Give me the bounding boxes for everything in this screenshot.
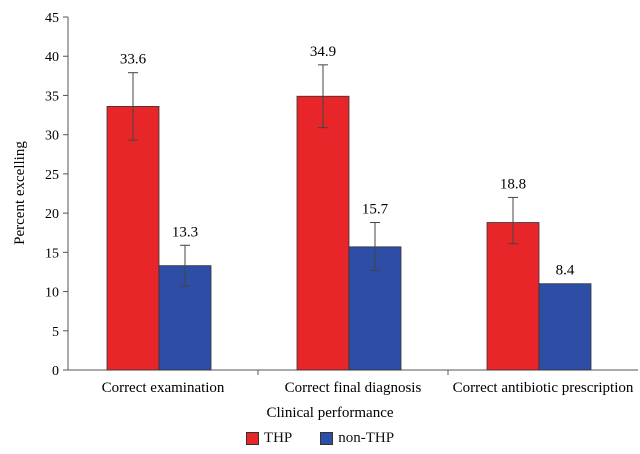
bar-thp bbox=[106, 106, 160, 371]
legend-swatch-non-thp bbox=[320, 431, 334, 445]
y-tick-label: 25 bbox=[45, 168, 59, 183]
y-tick-label: 15 bbox=[45, 246, 59, 261]
legend-item-thp: THP bbox=[245, 429, 293, 447]
data-label: 8.4 bbox=[556, 263, 575, 279]
y-tick-label: 10 bbox=[45, 286, 59, 301]
x-category-label: Correct antibiotic prescription bbox=[453, 380, 634, 396]
legend-item-non-thp: non-THP bbox=[320, 430, 394, 447]
y-tick-label: 45 bbox=[45, 11, 59, 26]
data-label: 15.7 bbox=[362, 202, 389, 218]
data-label: 13.3 bbox=[172, 224, 198, 240]
data-label: 34.9 bbox=[310, 44, 336, 60]
x-axis-title: Clinical performance bbox=[266, 405, 393, 421]
bar-thp bbox=[296, 95, 350, 371]
x-category-label: Correct final diagnosis bbox=[285, 380, 422, 396]
bar-non-thp bbox=[538, 283, 592, 371]
y-tick-label: 30 bbox=[45, 129, 59, 144]
data-label: 33.6 bbox=[120, 52, 147, 68]
legend-swatch-thp bbox=[245, 431, 259, 445]
y-axis-title: Percent excelling bbox=[12, 141, 28, 245]
y-tick-label: 0 bbox=[52, 364, 59, 379]
bar-chart: 0 5 10 15 20 25 30 35 40 45 Correct examination Cor… bbox=[12, 11, 638, 421]
legend: THP non-THP bbox=[0, 426, 640, 450]
bar-thp bbox=[486, 222, 540, 371]
y-tick-label: 35 bbox=[45, 89, 59, 104]
x-category-label: Correct examination bbox=[102, 380, 225, 396]
legend-label-thp: THP bbox=[263, 429, 293, 446]
data-label: 18.8 bbox=[500, 176, 526, 192]
y-tick-label: 40 bbox=[45, 50, 59, 65]
y-tick-label: 5 bbox=[52, 325, 59, 340]
y-tick-label: 20 bbox=[45, 207, 59, 222]
legend-label-non-thp: non-THP bbox=[338, 429, 395, 446]
